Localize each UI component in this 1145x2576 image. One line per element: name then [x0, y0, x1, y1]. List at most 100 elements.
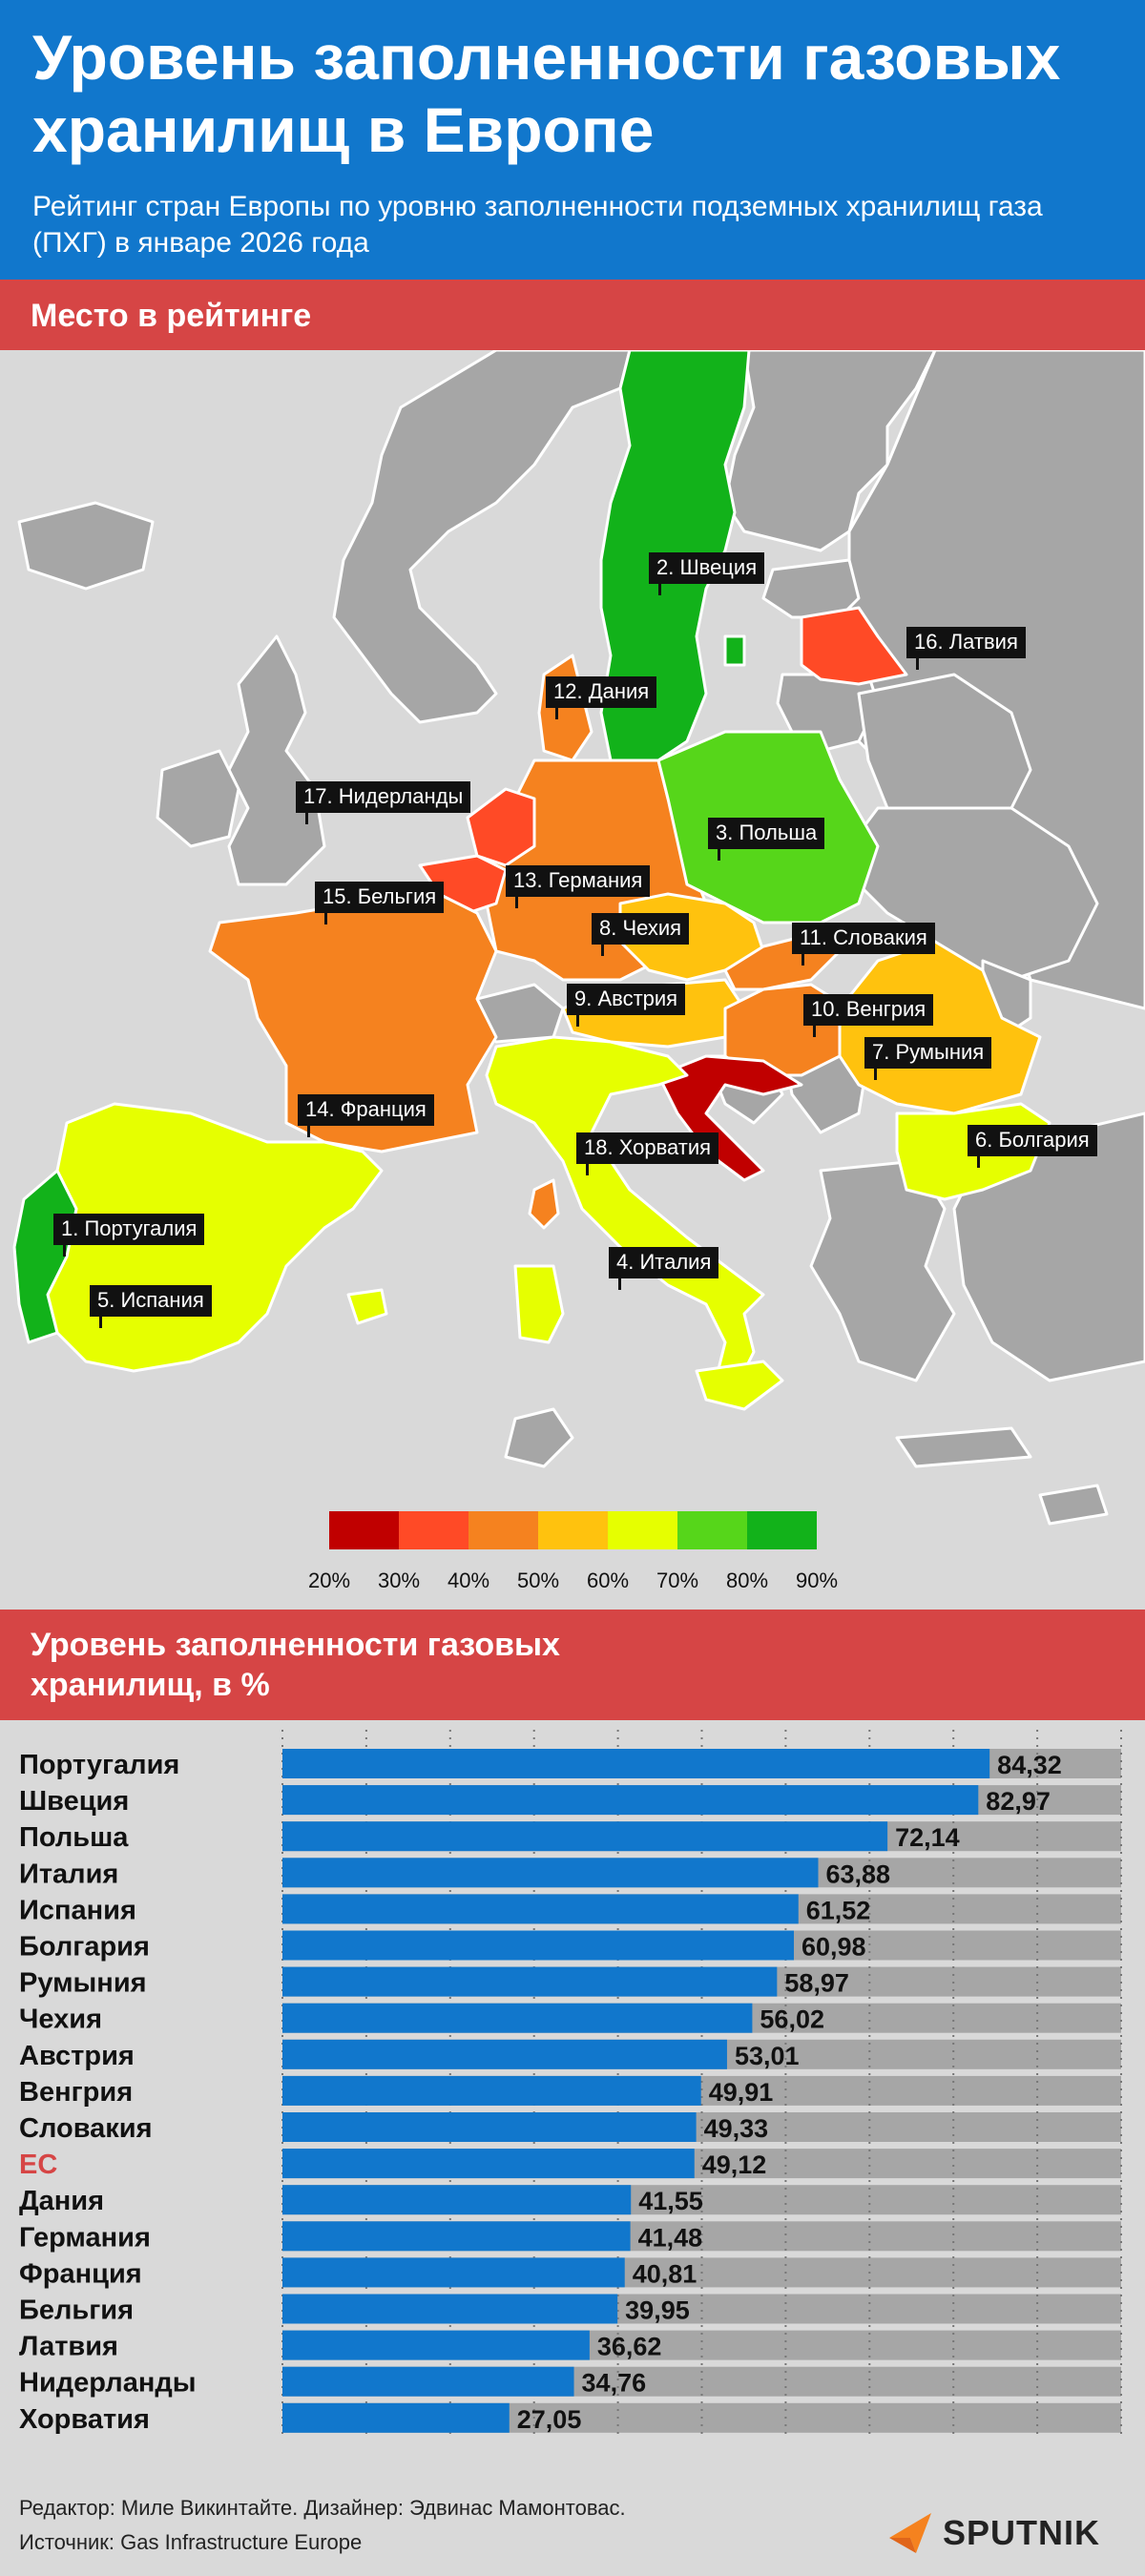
value-label: 61,52: [806, 1896, 871, 1924]
value-label: 58,97: [784, 1969, 849, 1998]
sputnik-logo: SPUTNIK: [887, 2509, 1135, 2557]
island-crete: [895, 1426, 1032, 1468]
bar: [282, 2257, 625, 2288]
value-label: 40,81: [633, 2259, 697, 2288]
bar-chart: Португалия 84,32 Швеция 82,97 Польша 72,14 Ита…: [0, 1720, 1145, 2483]
country-netherlands: [466, 787, 536, 867]
island-sardinia: [513, 1264, 565, 1344]
island-corsica: [528, 1178, 560, 1230]
category-label: Румыния: [19, 1968, 147, 1999]
category-label: Испания: [19, 1895, 136, 1925]
value-label: 36,62: [597, 2333, 662, 2361]
category-label: Болгария: [19, 1932, 150, 1963]
category-label: Словакия: [19, 2113, 153, 2144]
value-label: 41,55: [638, 2187, 703, 2215]
country-iceland: [17, 501, 155, 591]
category-label: Дания: [19, 2186, 104, 2216]
value-label: 49,91: [709, 2078, 774, 2107]
category-label: Австрия: [19, 2041, 135, 2071]
category-label: Швеция: [19, 1786, 129, 1817]
country-france: [208, 883, 498, 1153]
map-label-croatia: 18. Хорватия: [576, 1132, 719, 1175]
map-label-hungary: 10. Венгрия: [803, 994, 934, 1037]
value-label: 82,97: [986, 1787, 1051, 1816]
value-label: 72,14: [895, 1823, 960, 1852]
legend-swatch: [677, 1511, 747, 1549]
value-label: 53,01: [735, 2042, 800, 2070]
bar: [282, 1930, 795, 1961]
page-title: Уровень заполненности газовых хранилищ в…: [32, 22, 1061, 165]
legend-tick-label: 30%: [377, 1568, 421, 1592]
map-label-italy: 4. Италия: [609, 1247, 719, 1290]
bar: [282, 2149, 695, 2179]
map-label-portugal: 1. Португалия: [53, 1214, 205, 1257]
legend-swatch: [329, 1511, 399, 1549]
country-denmark: [537, 654, 593, 762]
country-norway: [332, 348, 632, 724]
sputnik-logo-icon: [889, 2513, 931, 2553]
category-label: Германия: [19, 2222, 151, 2253]
europe-map: 2. Швеция 16. Латвия 12. Дания 17. Нидер…: [0, 348, 1145, 1610]
logo-text: SPUTNIK: [943, 2513, 1101, 2552]
map-label-latvia: 16. Латвия: [906, 627, 1026, 670]
category-label: Венгрия: [19, 2077, 133, 2108]
map-label-czechia: 8. Чехия: [592, 913, 690, 956]
category-label: ЕС: [19, 2150, 57, 2180]
footer: Редактор: Миле Викинтайте. Дизайнер: Эдв…: [0, 2490, 1145, 2576]
bar: [282, 2039, 727, 2069]
map-section-title: Место в рейтинге: [31, 298, 312, 334]
bar: [282, 1785, 979, 1816]
map-label-sweden: 2. Швеция: [649, 552, 765, 595]
country-italy: [485, 1035, 765, 1392]
bar: [282, 2112, 697, 2142]
country-ireland: [156, 749, 240, 848]
bar: [282, 1894, 799, 1924]
legend-swatch: [538, 1511, 608, 1549]
country-finland: [723, 348, 937, 552]
value-label: 27,05: [517, 2405, 582, 2434]
credit-editor-designer: Редактор: Миле Викинтайте. Дизайнер: Эдв…: [19, 2496, 626, 2520]
value-label: 49,33: [704, 2114, 769, 2143]
map-label-romania: 7. Румыния: [864, 1037, 992, 1080]
map-label-slovakia: 11. Словакия: [792, 923, 935, 966]
island-corsica-sardinia: [504, 1407, 574, 1468]
category-label: Бельгия: [19, 2296, 134, 2326]
bar: [282, 1966, 778, 1997]
page-subtitle: Рейтинг стран Европы по уровню заполненн…: [32, 191, 1043, 259]
legend-tick-label: 40%: [447, 1568, 490, 1592]
legend-tick-label: 20%: [307, 1568, 351, 1592]
map-label-denmark: 12. Дания: [546, 676, 657, 719]
legend-swatch: [399, 1511, 468, 1549]
value-label: 41,48: [638, 2223, 703, 2252]
value-label: 60,98: [802, 1933, 866, 1962]
map-section-header: Место в рейтинге: [0, 280, 1145, 350]
map-label-netherlands: 17. Нидерланды: [296, 781, 471, 824]
bar: [282, 2075, 701, 2106]
bar: [282, 2366, 574, 2397]
bar: [282, 1749, 990, 1778]
category-label: Италия: [19, 1859, 118, 1889]
map-label-poland: 3. Польша: [708, 818, 825, 861]
map-label-germany: 13. Германия: [506, 865, 651, 908]
category-label: Португалия: [19, 1750, 179, 1780]
legend-tick-label: 60%: [586, 1568, 630, 1592]
europe-map-svg: [12, 348, 1145, 1526]
legend-tick-label: 50%: [516, 1568, 560, 1592]
legend-swatch: [468, 1511, 538, 1549]
island-balearic: [346, 1288, 388, 1325]
value-label: 63,88: [826, 1859, 891, 1888]
island-gotland: [723, 634, 746, 667]
value-label: 34,76: [582, 2369, 647, 2398]
chart-title: Уровень заполненности газовых хранилищ, …: [31, 1627, 560, 1703]
value-label: 56,02: [760, 2005, 824, 2034]
chart-section-header: Уровень заполненности газовых хранилищ, …: [0, 1610, 1145, 1720]
credit-source: Источник: Gas Infrastructure Europe: [19, 2530, 363, 2554]
value-label: 84,32: [997, 1751, 1062, 1779]
island-sicily: [695, 1360, 784, 1411]
legend-tick-label: 80%: [725, 1568, 769, 1592]
bar: [282, 2294, 618, 2324]
bar-chart-svg: Португалия 84,32 Швеция 82,97 Польша 72,14 Ита…: [19, 1730, 1140, 2483]
country-latvia: [800, 606, 908, 686]
legend-swatch: [747, 1511, 817, 1549]
bar: [282, 1858, 819, 1888]
